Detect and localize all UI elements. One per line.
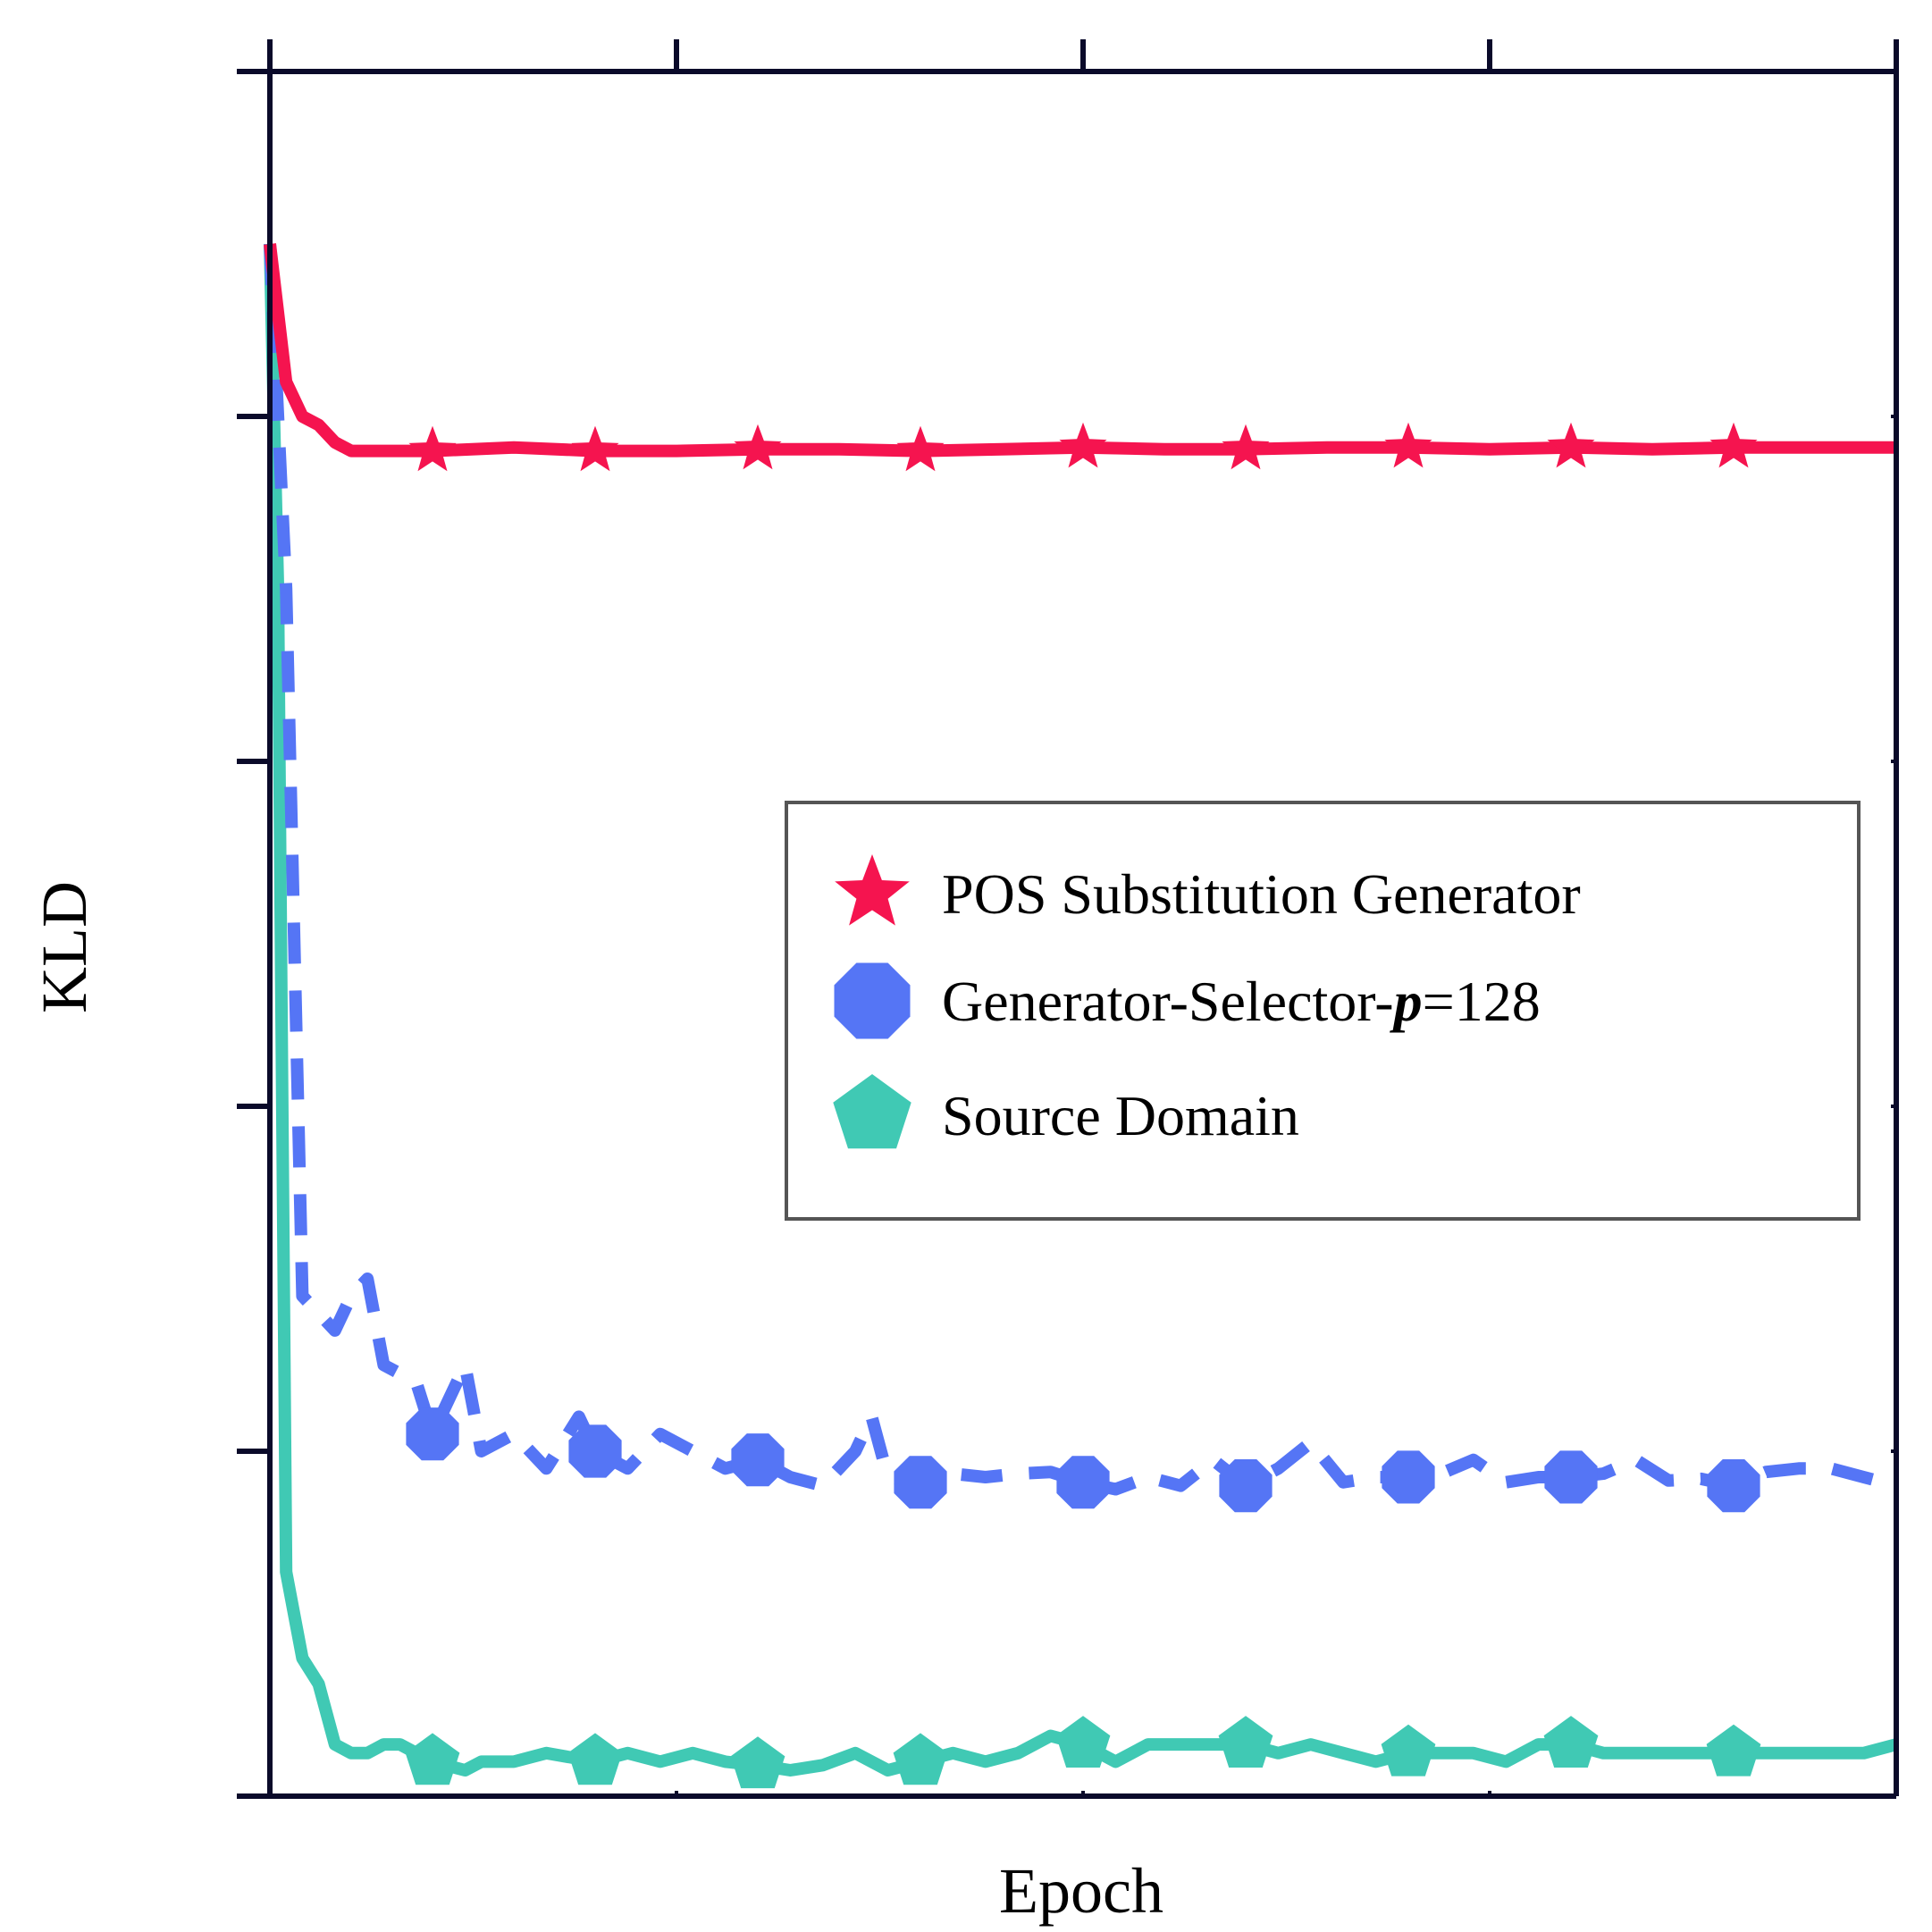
data-point-pos-substitution-generator-3 [896, 425, 945, 472]
data-point-source-domain-2 [730, 1736, 785, 1789]
legend-label-source-domain: Source Domain [942, 1084, 1299, 1147]
data-point-source-domain-4 [1055, 1716, 1111, 1768]
legend-label-generator-selector-p-128: Generator-Selector-p=128 [942, 970, 1541, 1033]
data-point-generator-selector-p-128-4 [1056, 1456, 1110, 1509]
data-point-source-domain-7 [1543, 1716, 1599, 1768]
data-point-pos-substitution-generator-2 [734, 424, 782, 470]
data-point-source-domain-5 [1218, 1716, 1273, 1768]
data-point-generator-selector-p-128-1 [568, 1424, 622, 1478]
data-point-pos-substitution-generator-7 [1547, 422, 1595, 468]
legend-items: POS Substitution Generator Generator-Sele… [833, 854, 1581, 1149]
legend-marker-pos-substitution-generator [835, 854, 910, 926]
data-point-pos-substitution-generator-6 [1384, 422, 1432, 468]
data-point-pos-substitution-generator-0 [408, 425, 457, 472]
legend-marker-generator-selector-p-128 [834, 962, 911, 1039]
series-source-domain [264, 243, 1898, 1789]
data-point-pos-substitution-generator-5 [1222, 424, 1270, 470]
data-point-generator-selector-p-128-2 [731, 1433, 785, 1487]
data-point-source-domain-1 [567, 1733, 623, 1785]
data-point-generator-selector-p-128-6 [1382, 1450, 1435, 1504]
axes-layer [237, 39, 1899, 1799]
data-point-pos-substitution-generator-8 [1709, 422, 1758, 468]
y-axis-label: KLD [29, 881, 100, 1013]
series-pos-substitution-generator [264, 243, 1896, 472]
series-line-pos-substitution-generator [264, 243, 1896, 458]
series-generator-selector-p-128 [264, 243, 1898, 1513]
data-point-source-domain-8 [1706, 1724, 1761, 1777]
legend: POS Substitution Generator Generator-Sele… [785, 801, 1861, 1221]
data-point-source-domain-3 [893, 1733, 948, 1785]
data-point-generator-selector-p-128-7 [1544, 1450, 1598, 1504]
data-point-pos-substitution-generator-1 [571, 425, 619, 472]
series-line-source-domain [264, 243, 1898, 1777]
data-point-source-domain-6 [1381, 1724, 1436, 1777]
data-point-source-domain-0 [405, 1733, 460, 1785]
data-point-pos-substitution-generator-4 [1059, 422, 1107, 468]
series-layer [264, 243, 1898, 1789]
legend-label-pos-substitution-generator: POS Substitution Generator [942, 862, 1581, 926]
legend-frame [785, 801, 1861, 1221]
data-point-generator-selector-p-128-3 [894, 1456, 947, 1509]
legend-marker-source-domain [833, 1074, 911, 1149]
data-point-generator-selector-p-128-8 [1707, 1459, 1760, 1513]
data-point-generator-selector-p-128-5 [1219, 1459, 1273, 1513]
x-axis-label: Epoch [999, 1855, 1163, 1927]
data-point-generator-selector-p-128-0 [406, 1407, 459, 1461]
